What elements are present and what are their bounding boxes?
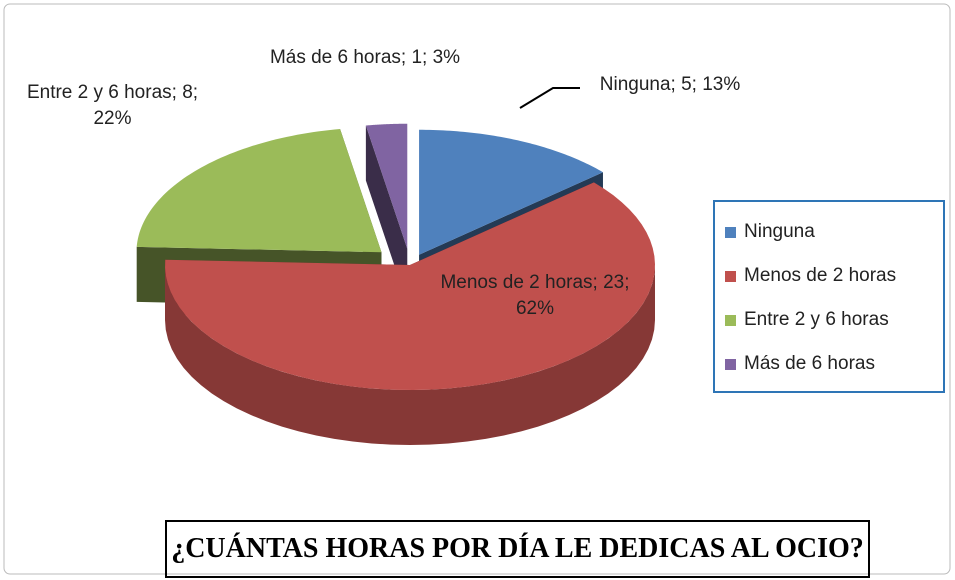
frame — [3, 3, 951, 575]
data-label: Menos de 2 horas; 23; 62% — [440, 272, 630, 319]
legend-label: Ninguna — [744, 221, 815, 242]
legend-item: Menos de 2 horas — [725, 254, 943, 298]
legend-swatch — [725, 226, 736, 238]
legend-item: Entre 2 y 6 horas — [725, 298, 943, 342]
slice — [136, 128, 382, 253]
legend-swatch — [725, 314, 736, 326]
slice — [419, 129, 603, 255]
slice — [365, 123, 408, 249]
legend-label: Menos de 2 horas — [744, 265, 897, 286]
data-label: Ninguna; 5; 13% — [599, 74, 741, 95]
legend: Ninguna Menos de 2 horas Entre 2 y 6 horas… — [713, 200, 945, 393]
data-label: Entre 2 y 6 horas; 8; 22% — [26, 82, 199, 129]
chart-title: ¿CUÁNTAS HORAS POR DÍA LE DEDICAS AL OCI… — [165, 520, 870, 578]
slice-side — [365, 125, 408, 304]
legend-swatch — [725, 270, 736, 282]
legend-item: Ninguna — [725, 210, 943, 254]
slice — [165, 182, 655, 390]
leader-line — [519, 87, 580, 109]
legend-swatch — [725, 358, 736, 370]
data-label: Más de 6 horas; 1; 3% — [269, 47, 461, 68]
legend-item: Más de 6 horas — [725, 342, 943, 386]
legend-label: Más de 6 horas — [744, 353, 875, 374]
slice-side — [165, 265, 655, 445]
legend-label: Entre 2 y 6 horas — [744, 309, 889, 330]
